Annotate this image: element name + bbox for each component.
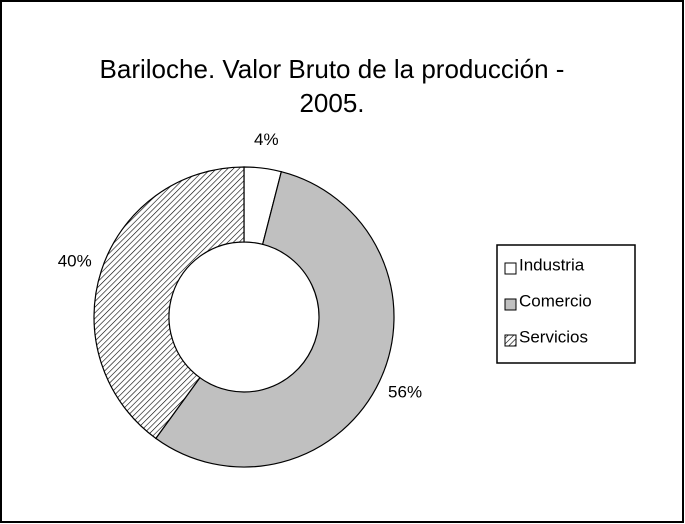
data-label: 4% <box>254 130 279 149</box>
legend-swatch <box>504 298 517 311</box>
donut-slice <box>154 170 395 468</box>
legend-box <box>496 244 636 364</box>
data-label: 40% <box>58 251 92 270</box>
data-label: 56% <box>388 382 422 401</box>
legend-label: Servicios <box>519 327 588 346</box>
legend-swatch <box>504 334 517 347</box>
legend-swatch <box>504 262 517 275</box>
legend-label: Comercio <box>519 291 592 310</box>
chart-title: Bariloche. Valor Bruto de la producción … <box>99 54 565 118</box>
legend-label: Industria <box>519 255 585 274</box>
donut-slice <box>93 166 245 440</box>
